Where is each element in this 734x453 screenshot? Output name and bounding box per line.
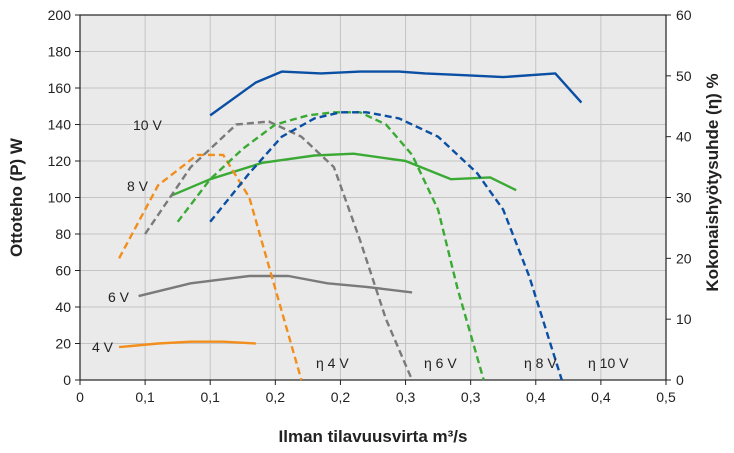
y-tick-label: 40 bbox=[55, 299, 71, 315]
y-axis-title: Ottoteho (P) W bbox=[7, 137, 26, 257]
curve-label: η 4 V bbox=[316, 355, 349, 371]
series-line-10-v bbox=[209, 70, 583, 117]
curve-label: η 8 V bbox=[524, 355, 557, 371]
y2-tick-label: 60 bbox=[676, 7, 692, 23]
x-tick-label: 0,2 bbox=[331, 389, 351, 405]
y2-tick-label: 40 bbox=[676, 129, 692, 145]
y2-tick-label: 10 bbox=[676, 311, 692, 327]
x-tick-label: 0,4 bbox=[591, 389, 611, 405]
y2-axis-title: Kokonaishyötysuhde (η) % bbox=[703, 73, 722, 291]
series-line-4-v bbox=[118, 340, 256, 349]
y-tick-label: 140 bbox=[48, 117, 72, 133]
x-tick-label: 0,3 bbox=[461, 389, 481, 405]
x-tick-label: 0,4 bbox=[526, 389, 546, 405]
y-tick-label: 60 bbox=[55, 263, 71, 279]
series-line-6-v bbox=[144, 120, 414, 381]
x-axis-ticks: 0 0,1 0,1 0,2 0,2 0,3 0,3 0,4 0,4 0,5 bbox=[76, 380, 676, 405]
curve-labels: 4 V 6 V 8 V 10 V η 4 V η 6 V η 8 V η 10 V bbox=[92, 117, 629, 371]
x-axis-title: Ilman tilavuusvirta m³/s bbox=[279, 427, 468, 446]
y-tick-label: 200 bbox=[48, 7, 72, 23]
y2-axis-ticks: 0 10 20 30 40 50 60 bbox=[666, 7, 692, 388]
y-tick-label: 0 bbox=[63, 372, 71, 388]
y-tick-label: 120 bbox=[48, 153, 72, 169]
series-line-10-v bbox=[209, 111, 563, 381]
x-tick-label: 0,3 bbox=[396, 389, 416, 405]
x-tick-label: 0 bbox=[76, 389, 84, 405]
y-axis-ticks: 0 20 40 60 80 100 120 140 160 180 200 bbox=[48, 7, 80, 388]
curve-label: 4 V bbox=[92, 339, 114, 355]
curve-label: 10 V bbox=[133, 117, 162, 133]
curve-label: 8 V bbox=[127, 178, 149, 194]
x-tick-label: 0,2 bbox=[266, 389, 286, 405]
y-tick-label: 160 bbox=[48, 80, 72, 96]
curve-label: η 6 V bbox=[424, 355, 457, 371]
y-tick-label: 80 bbox=[55, 226, 71, 242]
y-tick-label: 20 bbox=[55, 336, 71, 352]
y2-tick-label: 30 bbox=[676, 190, 692, 206]
series-line-6-v bbox=[138, 274, 413, 298]
y-tick-label: 100 bbox=[48, 190, 72, 206]
x-tick-label: 0,5 bbox=[656, 389, 676, 405]
y-tick-label: 180 bbox=[48, 44, 72, 60]
curve-label: η 10 V bbox=[588, 355, 629, 371]
y2-tick-label: 0 bbox=[676, 372, 684, 388]
series-line-8-v bbox=[170, 152, 517, 197]
y2-tick-label: 20 bbox=[676, 250, 692, 266]
y2-tick-label: 50 bbox=[676, 68, 692, 84]
x-tick-label: 0,1 bbox=[135, 389, 155, 405]
curve-label: 6 V bbox=[108, 289, 130, 305]
series-layer bbox=[118, 70, 583, 381]
series-line-4-v bbox=[118, 153, 303, 381]
x-tick-label: 0,1 bbox=[200, 389, 220, 405]
